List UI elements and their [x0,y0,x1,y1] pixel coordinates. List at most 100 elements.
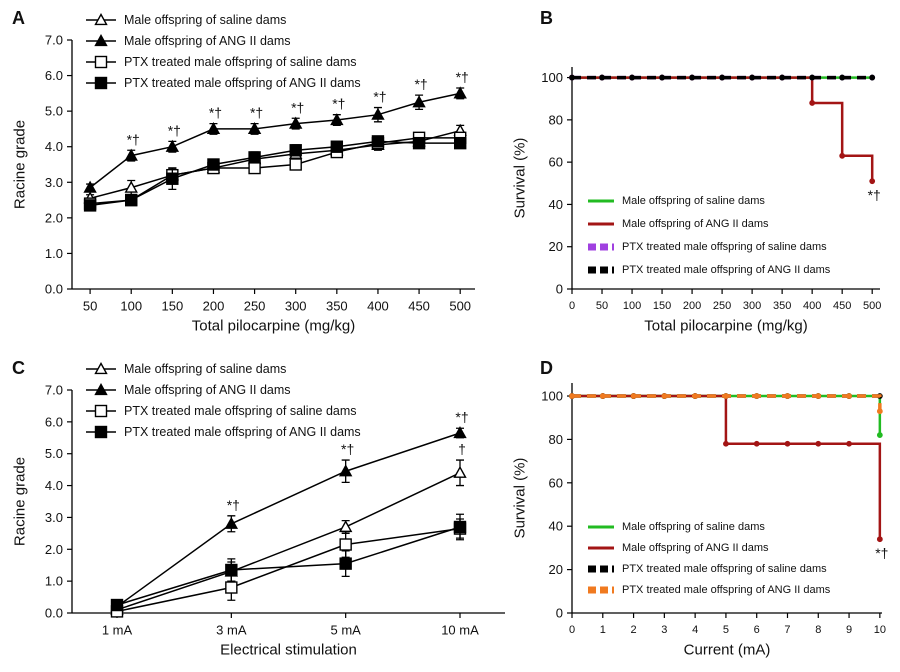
marker [206,121,221,135]
x-tick-label: 9 [846,624,852,636]
marker [125,193,138,207]
marker [371,135,385,148]
legend-marker [94,425,108,439]
significance-mark: † [458,441,466,457]
survival-line [572,394,882,412]
legend-text: Male offspring of saline dams [124,13,286,27]
series-line [89,129,461,200]
x-tick-label: 500 [449,299,471,314]
marker [839,74,846,81]
legend-text: PTX treated male offspring of ANG II dam… [124,425,361,439]
y-tick-label: 5.0 [45,104,63,119]
x-tick-label: 150 [653,300,671,312]
legend-text: Male offspring of ANG II dams [124,34,291,48]
marker [659,74,665,81]
legend-text: Male offspring of saline dams [124,362,286,376]
marker [289,158,302,171]
marker [569,74,575,81]
y-tick-label: 2.0 [45,210,63,225]
survival-line [572,76,874,182]
panel-label: B [540,8,553,28]
marker [166,172,179,185]
survival-line [572,394,882,540]
x-tick-label: 7 [784,624,790,636]
legend-text: PTX treated male offspring of ANG II dam… [622,264,831,276]
marker [248,151,261,164]
x-tick-label: 0 [569,300,575,312]
marker [339,557,352,570]
x-tick-label: 400 [803,300,821,312]
marker [453,465,467,478]
panel-label: D [540,358,553,378]
marker [330,140,344,153]
legend-marker [94,362,108,375]
x-axis-title: Electrical stimulation [220,642,357,659]
y-tick-label: 4.0 [45,478,63,493]
legend-marker [94,55,108,69]
marker [869,74,876,81]
x-tick-label: 200 [683,300,701,312]
significance-mark: *† [291,99,304,115]
marker [876,408,883,415]
x-tick-label: 450 [833,300,851,312]
significance-mark: *† [209,105,222,121]
marker [749,74,756,81]
x-tick-label: 250 [244,299,266,314]
marker [371,107,385,120]
marker [723,393,729,399]
x-tick-label: 100 [623,300,641,312]
marker [338,464,353,477]
marker [110,598,124,612]
marker [248,161,261,175]
x-axis-title: Current (mA) [684,642,771,659]
marker [225,581,238,594]
significance-mark: *† [373,89,386,105]
x-tick-label: 50 [83,299,97,314]
marker [599,74,605,81]
marker [453,426,467,439]
marker [453,136,467,150]
panel: B 0 20 40 60 80 100 0 50 100 150 200 250 300 350 400 450… [512,8,882,335]
marker [876,432,883,438]
x-tick-label: 3 [661,624,667,636]
marker [784,393,791,399]
x-tick-label: 250 [713,300,731,312]
panel-label: C [12,358,25,378]
marker [869,178,876,185]
x-axis-title: Total pilocarpine (mg/kg) [192,318,355,335]
y-tick-label: 4.0 [45,139,63,154]
x-tick-label: 2 [631,624,637,636]
y-tick-label: 2.0 [45,542,63,557]
marker [846,440,852,447]
x-axis-title: Total pilocarpine (mg/kg) [644,318,807,335]
panel-label: A [12,8,25,28]
x-tick-label: 3 mA [216,623,247,638]
marker [569,393,575,399]
y-tick-label: 80 [549,112,563,127]
series-line [89,92,461,189]
marker [83,199,97,212]
legend-marker [94,404,108,418]
x-tick-label: 200 [203,299,225,314]
marker [412,136,426,150]
y-tick-label: 1.0 [45,574,63,589]
x-tick-label: 350 [326,299,348,314]
significance-mark: *† [332,96,345,112]
significance-mark: *† [227,497,240,513]
legend-text: PTX treated male offspring of saline dam… [622,241,827,253]
marker [124,148,138,161]
marker [630,393,637,399]
marker [876,536,883,543]
marker [339,538,352,551]
marker [338,520,353,533]
significance-mark: *† [168,122,181,138]
x-tick-label: 50 [596,300,608,312]
marker [839,152,846,159]
series-line [90,137,461,205]
y-tick-label: 80 [549,432,563,447]
x-tick-label: 5 mA [330,623,361,638]
marker [815,440,822,447]
legend-text: PTX treated male offspring of saline dam… [622,563,827,575]
y-tick-label: 40 [549,519,563,534]
